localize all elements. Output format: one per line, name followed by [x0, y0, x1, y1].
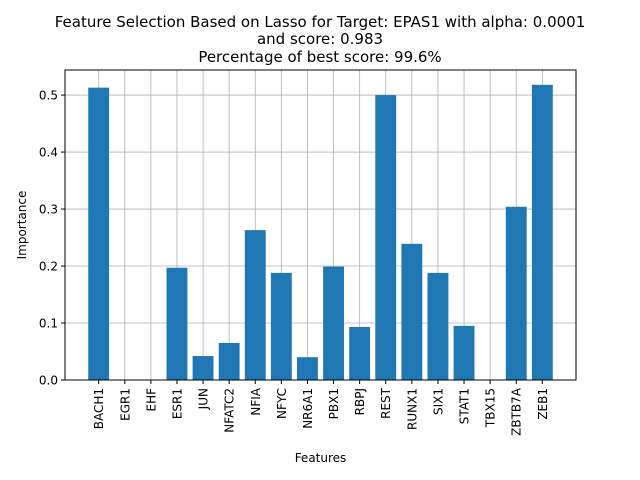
grid [65, 70, 576, 381]
y-tick-label: 0.5 [39, 89, 58, 103]
title-line-1: Feature Selection Based on Lasso for Tar… [55, 13, 586, 31]
bar-runx1 [401, 243, 423, 380]
y-tick-label: 0.1 [39, 317, 58, 331]
x-tick-label: JUN [197, 388, 211, 410]
x-tick-label: NFATC2 [223, 388, 237, 433]
x-tick-label: RBPJ [353, 388, 367, 415]
chart-title: Feature Selection Based on Lasso for Tar… [55, 13, 586, 66]
bar-esr1 [166, 267, 188, 380]
x-tick-label: NFYC [275, 388, 289, 419]
bar-zbtb7a [505, 206, 527, 380]
x-tick-label: ZBTB7A [510, 387, 524, 436]
x-tick-label: ESR1 [170, 388, 184, 419]
y-tick-label: 0.2 [39, 260, 58, 274]
y-tick-label: 0.3 [39, 203, 58, 217]
x-tick-label: PBX1 [327, 388, 341, 419]
bar-jun [192, 356, 214, 380]
x-tick-label: EHF [144, 388, 158, 412]
x-tick-label: BACH1 [92, 388, 106, 429]
y-tick-label: 0.4 [39, 146, 58, 160]
bar-rest [375, 95, 397, 380]
bar-nr6a1 [297, 357, 318, 380]
bar-nfia [244, 230, 266, 380]
x-tick-label: ZEB1 [536, 388, 550, 420]
x-tick-label: TBX15 [484, 388, 498, 428]
y-axis-label: Importance [15, 191, 29, 260]
x-axis-ticks: BACH1 EGR1 EHF ESR1 JUN NFATC2 NFIA NFYC NR6A1 PB… [92, 380, 550, 436]
x-tick-label: EGR1 [118, 388, 132, 421]
x-tick-label: STAT1 [458, 388, 472, 424]
bar-zeb1 [531, 84, 553, 381]
bar-nfatc2 [218, 342, 240, 380]
bar-pbx1 [323, 266, 344, 380]
bar-rbpj [349, 327, 371, 380]
x-tick-label: NR6A1 [301, 388, 315, 429]
x-tick-label: REST [379, 387, 393, 419]
x-tick-label: NFIA [249, 387, 263, 415]
bar-six1 [427, 272, 449, 380]
title-line-3: Percentage of best score: 99.6% [198, 48, 441, 66]
x-tick-label: RUNX1 [405, 388, 419, 430]
y-tick-label: 0.0 [39, 374, 58, 388]
title-line-2: and score: 0.983 [257, 30, 383, 48]
x-tick-label: SIX1 [431, 388, 445, 415]
bar-nfyc [270, 272, 292, 380]
bar-bach1 [88, 87, 110, 381]
bar-stat1 [453, 325, 475, 380]
y-axis-ticks: 0.0 0.1 0.2 0.3 0.4 0.5 [39, 89, 65, 388]
x-axis-label: Features [295, 451, 347, 465]
plot-frame [64, 69, 577, 381]
bars [88, 84, 553, 381]
